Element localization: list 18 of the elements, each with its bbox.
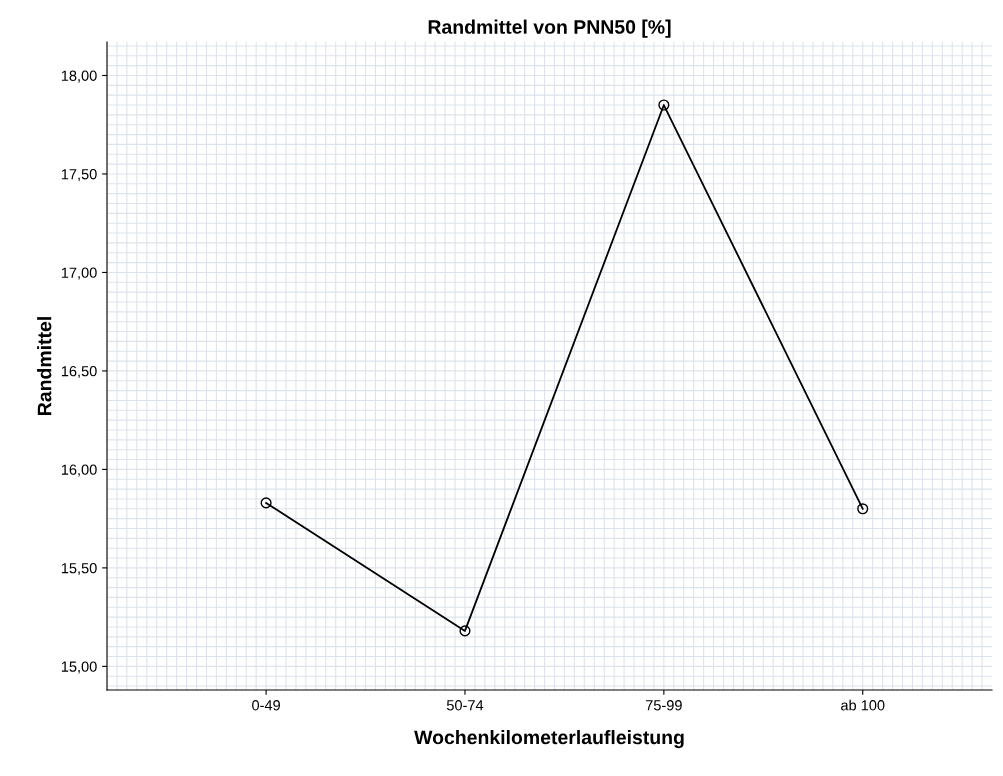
y-tick-label: 15,50 bbox=[61, 562, 97, 576]
y-tick-label: 16,00 bbox=[61, 464, 97, 477]
point bbox=[857, 503, 869, 515]
point bbox=[260, 497, 272, 509]
y-tick-label: 17,50 bbox=[61, 169, 97, 182]
x-axis-title: Wochenkilometerlaufleistung bbox=[414, 729, 684, 749]
point bbox=[658, 99, 670, 111]
y-tick-label: 17,00 bbox=[61, 267, 97, 280]
y-tick-label: 16,50 bbox=[61, 366, 97, 379]
x-tick-label: 0-49 bbox=[252, 700, 281, 711]
point bbox=[459, 625, 471, 637]
x-tick-label: ab 100 bbox=[841, 699, 885, 711]
y-tick-label: 15,00 bbox=[61, 661, 97, 674]
x-tick-label: 75-99 bbox=[645, 700, 682, 711]
chart-title: Randmittel von PNN50 [%] bbox=[428, 19, 671, 38]
y-tick-label: 18,00 bbox=[61, 70, 97, 83]
x-tick-label: 50-74 bbox=[446, 700, 484, 711]
y-axis-title: Randmittel bbox=[37, 317, 52, 415]
